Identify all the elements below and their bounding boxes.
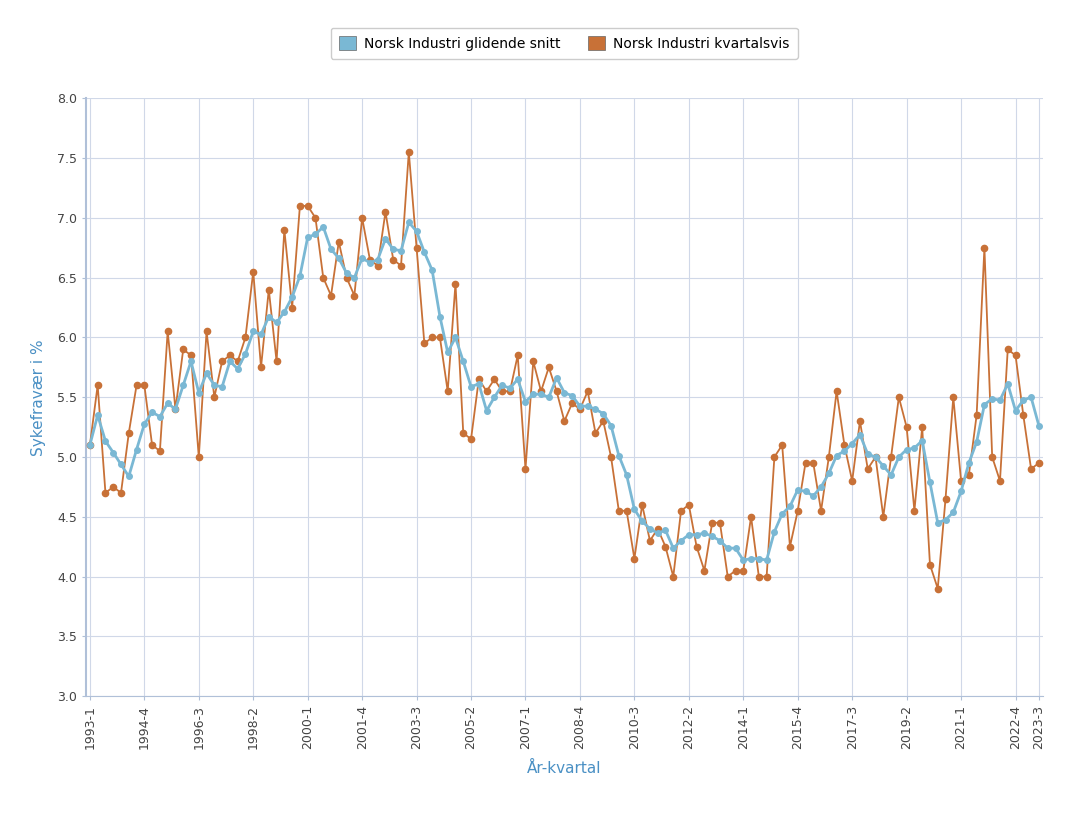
Norsk Industri glidende snitt bbox=[1032, 421, 1045, 431]
Norsk Industri glidende snitt bbox=[192, 388, 205, 398]
Line: Norsk Industri kvartalsvis: Norsk Industri kvartalsvis bbox=[87, 149, 1042, 591]
Line: Norsk Industri glidende snitt: Norsk Industri glidende snitt bbox=[87, 219, 1042, 563]
Norsk Industri kvartalsvis bbox=[503, 387, 516, 396]
Norsk Industri kvartalsvis bbox=[176, 345, 189, 355]
Y-axis label: Sykefravær i %: Sykefravær i % bbox=[31, 339, 46, 455]
Norsk Industri kvartalsvis bbox=[861, 464, 874, 474]
Norsk Industri glidende snitt bbox=[84, 440, 97, 450]
Norsk Industri glidende snitt bbox=[176, 380, 189, 390]
Norsk Industri kvartalsvis bbox=[931, 584, 944, 594]
X-axis label: År-kvartal: År-kvartal bbox=[527, 761, 602, 776]
Norsk Industri kvartalsvis bbox=[192, 452, 205, 462]
Norsk Industri glidende snitt bbox=[402, 217, 415, 227]
Norsk Industri kvartalsvis bbox=[356, 213, 369, 223]
Norsk Industri glidende snitt bbox=[138, 419, 150, 429]
Norsk Industri kvartalsvis bbox=[138, 380, 150, 390]
Norsk Industri glidende snitt bbox=[503, 383, 516, 393]
Norsk Industri kvartalsvis bbox=[402, 147, 415, 157]
Norsk Industri kvartalsvis bbox=[1032, 458, 1045, 468]
Norsk Industri glidende snitt bbox=[736, 555, 749, 565]
Legend: Norsk Industri glidende snitt, Norsk Industri kvartalsvis: Norsk Industri glidende snitt, Norsk Ind… bbox=[331, 28, 798, 59]
Norsk Industri glidende snitt bbox=[356, 253, 369, 263]
Norsk Industri kvartalsvis bbox=[84, 440, 97, 450]
Norsk Industri glidende snitt bbox=[869, 452, 881, 462]
